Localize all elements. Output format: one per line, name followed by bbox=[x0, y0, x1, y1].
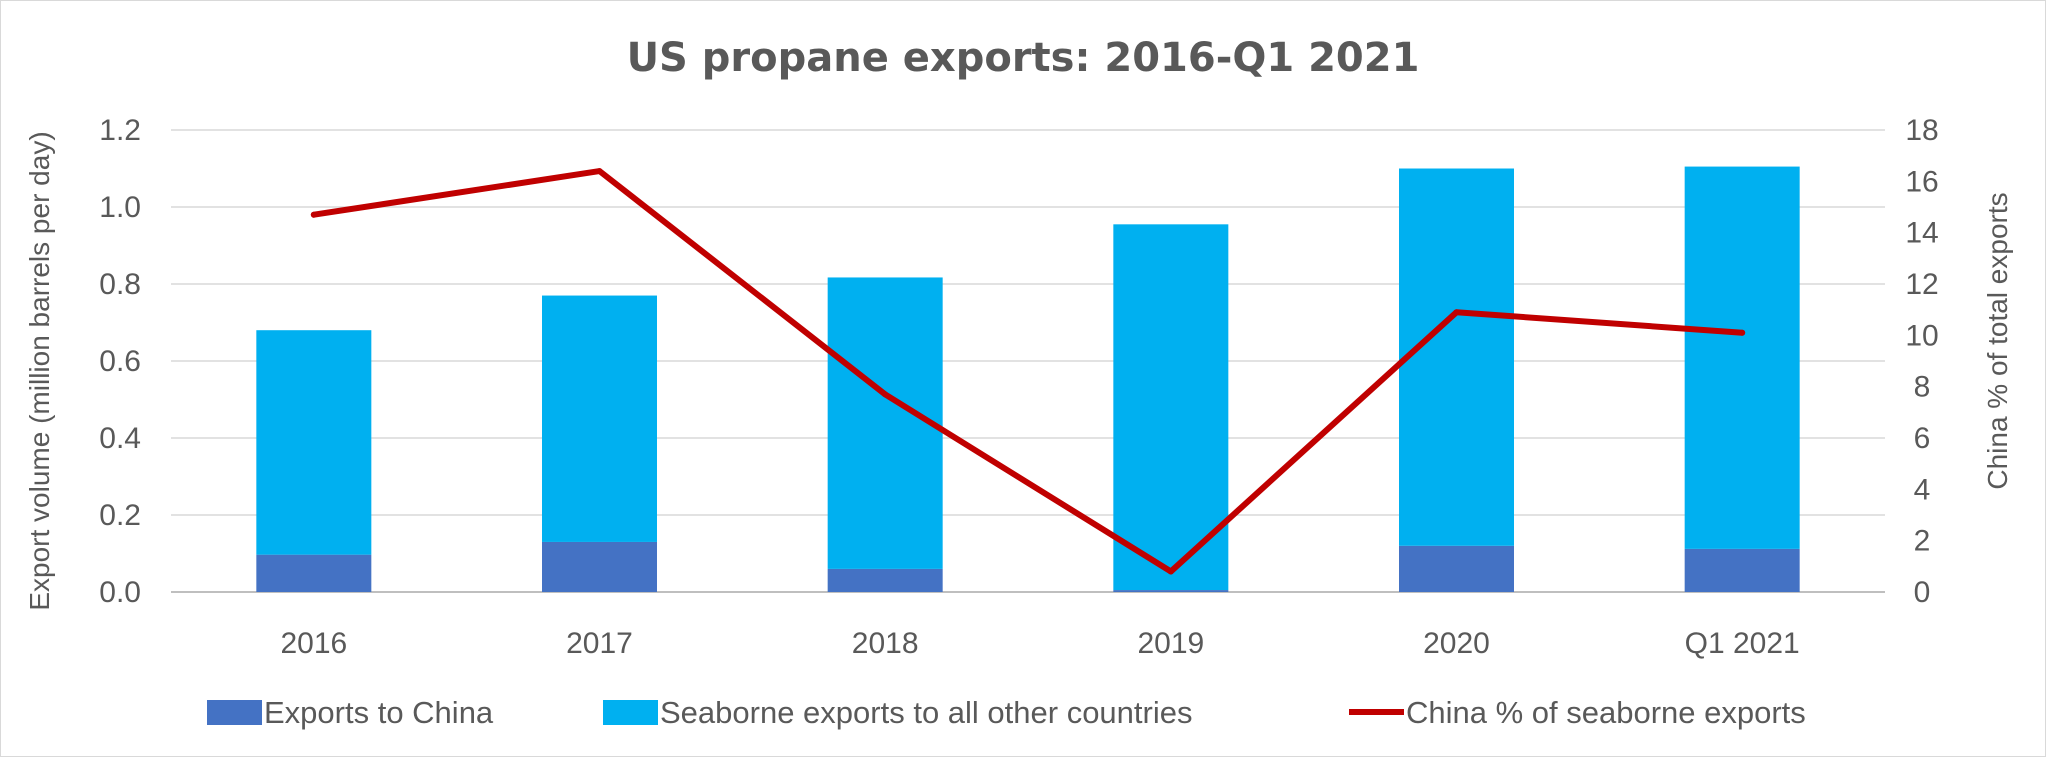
line-point bbox=[1167, 568, 1174, 575]
line-point bbox=[1739, 329, 1746, 336]
legend-label-china-pct: China % of seaborne exports bbox=[1406, 695, 1806, 730]
bars bbox=[256, 166, 1800, 592]
y2-axis-title: China % of total exports bbox=[1982, 192, 2013, 489]
x-tick-label: 2016 bbox=[280, 627, 347, 660]
bar-exports-to-china bbox=[256, 554, 372, 592]
bar-seaborne-other bbox=[542, 295, 657, 542]
legend-swatch-exports-to-china bbox=[207, 700, 262, 725]
y-tick-label: 1.2 bbox=[99, 114, 141, 147]
x-tick-label: 2017 bbox=[566, 627, 633, 660]
y2-tick-label: 4 bbox=[1914, 473, 1931, 506]
y-tick-label: 0.2 bbox=[99, 499, 141, 532]
legend-swatch-seaborne-other bbox=[603, 700, 658, 725]
bar-seaborne-other bbox=[1684, 166, 1800, 549]
legend-label-seaborne-other: Seaborne exports to all other countries bbox=[660, 695, 1192, 730]
x-tick-label: 2018 bbox=[852, 627, 919, 660]
bar-seaborne-other bbox=[1399, 168, 1514, 546]
y2-tick-label: 12 bbox=[1905, 268, 1938, 301]
line-china-pct bbox=[310, 168, 1746, 575]
bar-exports-to-china bbox=[827, 568, 943, 592]
line-point bbox=[882, 391, 889, 398]
bar-exports-to-china bbox=[1684, 548, 1800, 592]
chart-title: US propane exports: 2016-Q1 2021 bbox=[627, 35, 1420, 81]
y-axis-title: Export volume (million barrels per day) bbox=[24, 131, 55, 610]
y-tick-label: 1.0 bbox=[99, 191, 141, 224]
bar-exports-to-china bbox=[542, 541, 657, 592]
line-series bbox=[310, 168, 1746, 575]
y-tick-label: 0.0 bbox=[99, 576, 141, 609]
y2-tick-label: 8 bbox=[1914, 371, 1931, 404]
gridlines bbox=[171, 129, 1885, 593]
y2-tick-label: 14 bbox=[1905, 217, 1938, 250]
line-point bbox=[596, 168, 603, 175]
y2-tick-label: 18 bbox=[1905, 114, 1938, 147]
line-point bbox=[310, 211, 317, 218]
line-point bbox=[1453, 309, 1460, 316]
y2-tick-label: 0 bbox=[1914, 576, 1931, 609]
bar-seaborne-other bbox=[827, 277, 943, 569]
x-tick-label: Q1 2021 bbox=[1685, 627, 1800, 660]
y2-tick-label: 10 bbox=[1905, 319, 1938, 352]
y-tick-label: 0.6 bbox=[99, 345, 141, 378]
y2-tick-label: 6 bbox=[1914, 422, 1931, 455]
legend-label-exports-to-china: Exports to China bbox=[264, 695, 494, 730]
y2-tick-label: 2 bbox=[1914, 525, 1931, 558]
x-axis-ticks: 2016 2017 2018 2019 2020 Q1 2021 bbox=[280, 627, 1799, 660]
legend: Exports to China Seaborne exports to all… bbox=[207, 695, 1806, 730]
y-axis-ticks: 0.0 0.2 0.4 0.6 0.8 1.0 1.2 bbox=[99, 114, 141, 609]
y-tick-label: 0.8 bbox=[99, 268, 141, 301]
y2-axis-ticks: 0 2 4 6 8 10 12 14 16 18 bbox=[1905, 114, 1938, 609]
x-tick-label: 2019 bbox=[1137, 627, 1204, 660]
y-tick-label: 0.4 bbox=[99, 422, 141, 455]
x-tick-label: 2020 bbox=[1423, 627, 1490, 660]
bar-exports-to-china bbox=[1113, 590, 1229, 592]
bar-seaborne-other bbox=[256, 330, 372, 555]
bar-seaborne-other bbox=[1113, 224, 1229, 591]
y2-tick-label: 16 bbox=[1905, 165, 1938, 198]
bar-exports-to-china bbox=[1399, 545, 1514, 592]
